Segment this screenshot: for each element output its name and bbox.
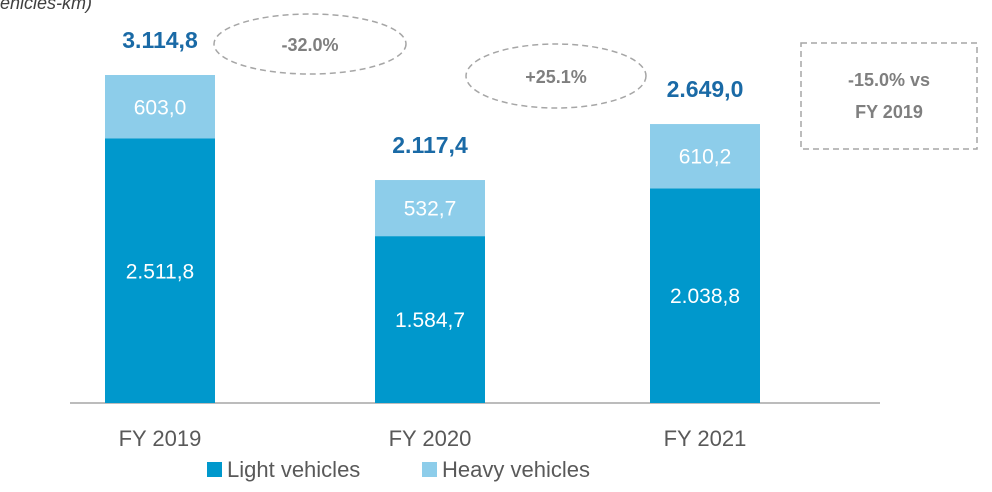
total-label: 3.114,8	[122, 27, 198, 53]
bar-segment	[105, 138, 215, 403]
legend-label: Heavy vehicles	[442, 457, 590, 482]
legend-label: Light vehicles	[227, 457, 360, 482]
annotation: FY 2019	[855, 102, 923, 122]
value-label: 1.584,7	[395, 309, 465, 332]
annotation: -32.0%	[281, 35, 338, 55]
bar-segment	[650, 188, 760, 403]
bar-segment	[375, 236, 485, 403]
subtitle: ehicles-km)	[0, 0, 92, 13]
bar-segment	[650, 124, 760, 189]
x-tick-label: FY 2020	[389, 426, 472, 451]
value-label: 603,0	[134, 96, 187, 119]
annotation-ellipse	[465, 43, 647, 109]
x-tick-label: FY 2021	[664, 426, 747, 451]
total-label: 2.117,4	[392, 132, 468, 158]
bar-segment	[105, 75, 215, 139]
annotation-box	[800, 42, 978, 150]
x-tick-label: FY 2019	[119, 426, 202, 451]
value-label: 532,7	[404, 198, 457, 221]
value-label: 2.038,8	[670, 285, 740, 308]
value-label: 610,2	[679, 146, 732, 169]
annotation: +25.1%	[525, 67, 587, 87]
legend-swatch	[422, 462, 437, 477]
total-label: 2.649,0	[667, 76, 744, 102]
bar-segment	[375, 180, 485, 237]
legend-swatch	[207, 462, 222, 477]
annotation: -15.0% vs	[848, 70, 930, 90]
value-label: 2.511,8	[126, 260, 195, 283]
annotation-ellipse	[213, 13, 407, 75]
